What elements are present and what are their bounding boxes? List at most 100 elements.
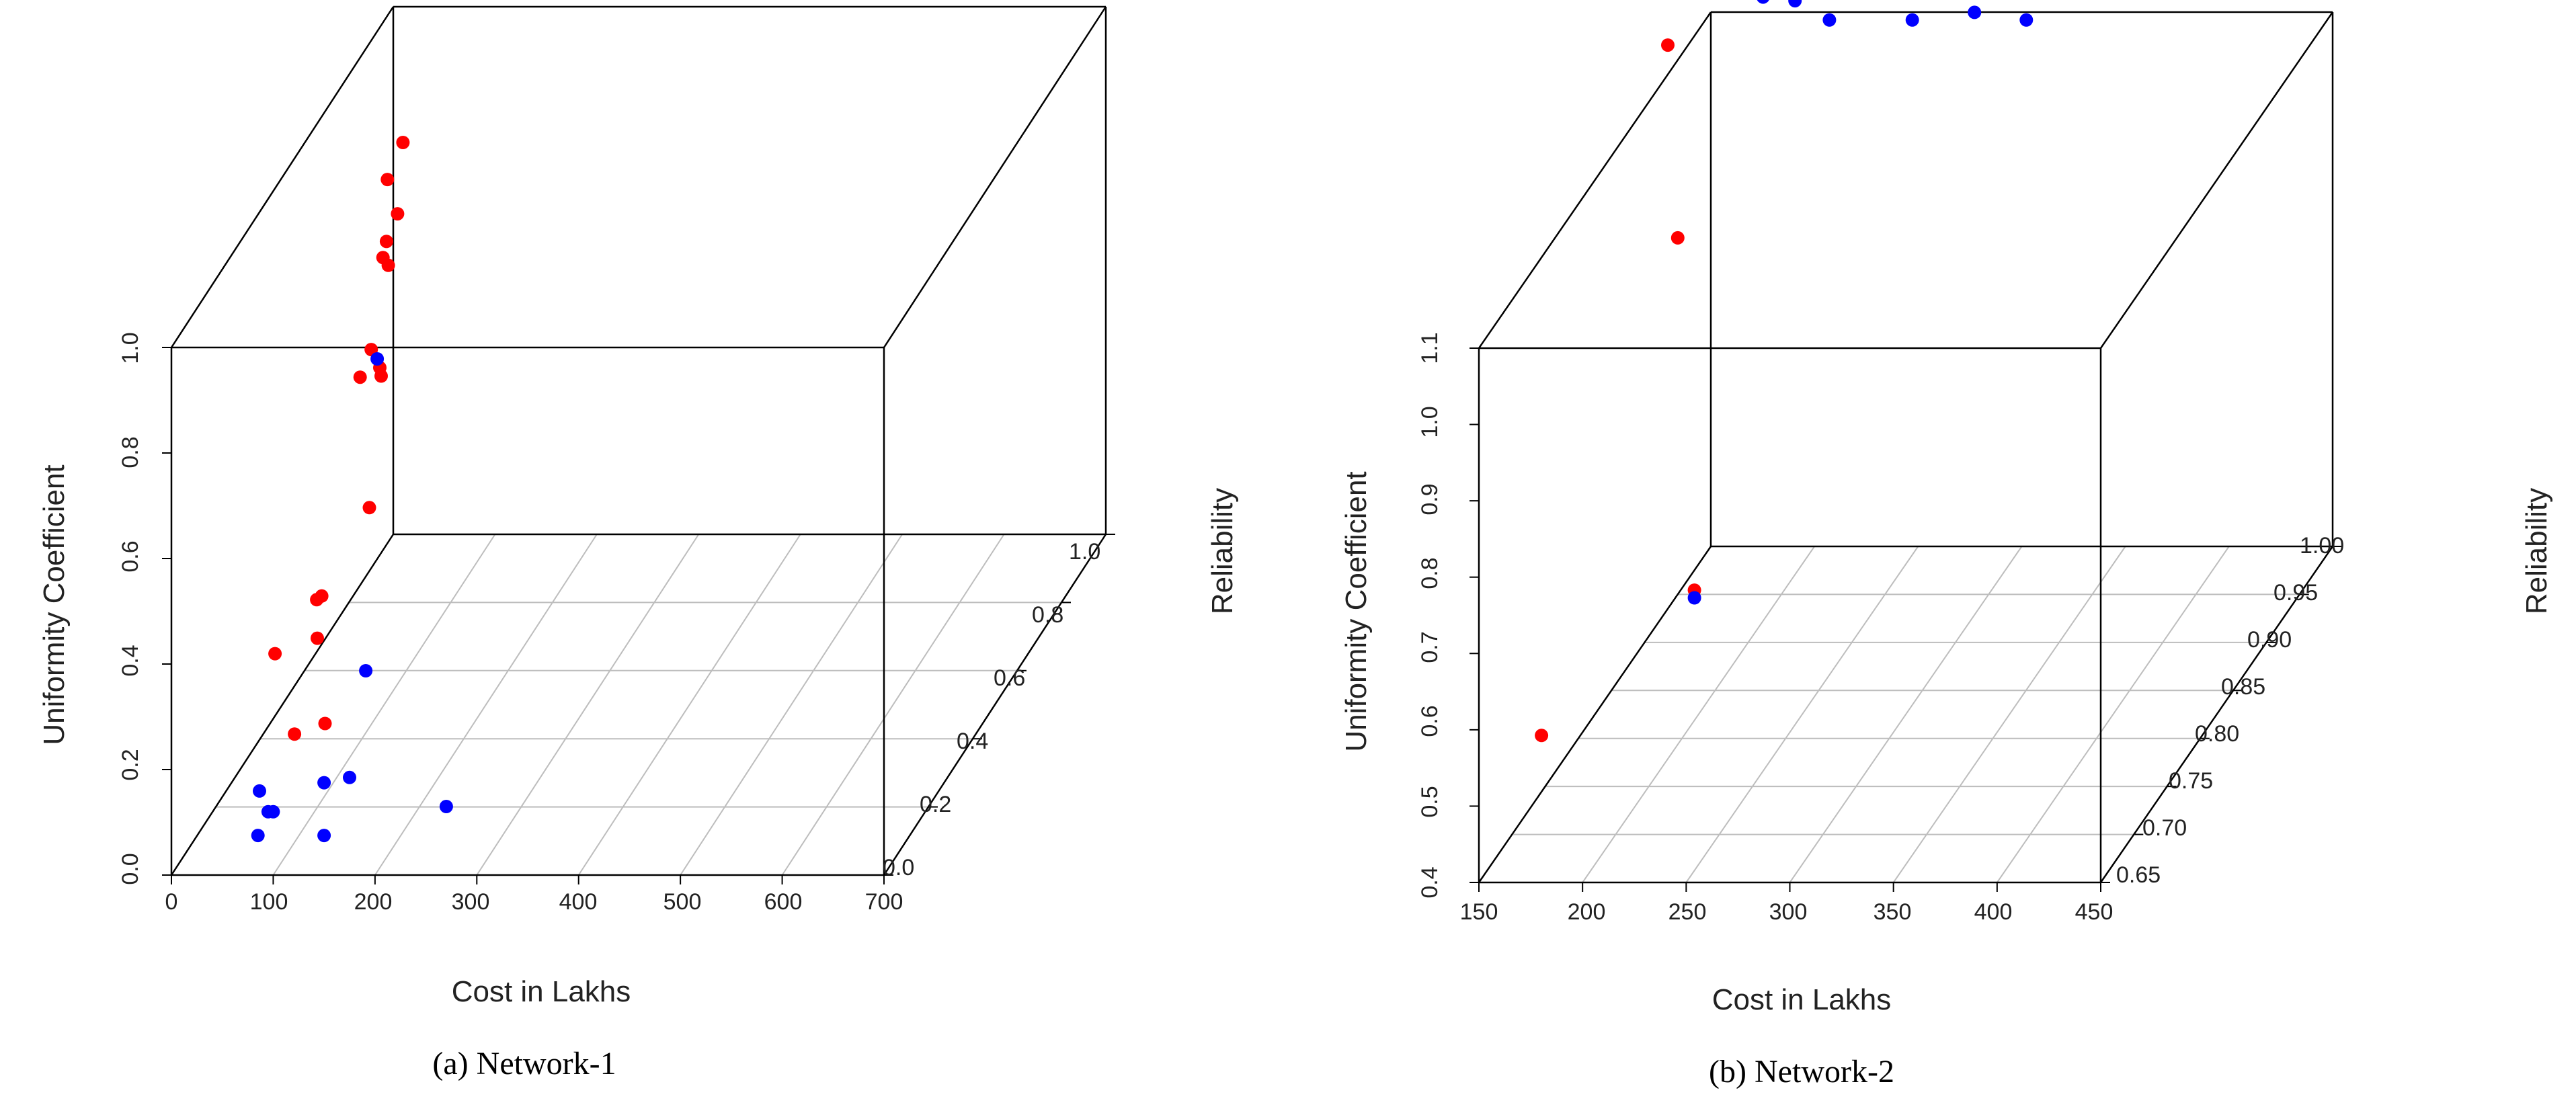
floor-grid-line xyxy=(1685,546,1919,883)
z-tick-labels: 0.4 0.5 0.6 0.7 0.8 0.9 1.0 1.1 xyxy=(1417,332,1443,898)
data-point-red xyxy=(311,631,324,645)
y-tick-label: 0.2 xyxy=(920,792,951,817)
data-point-red xyxy=(396,136,410,149)
x-tick-label: 100 xyxy=(250,889,288,915)
data-point-red xyxy=(391,207,405,221)
bounding-box xyxy=(1470,11,2342,892)
y-tick-labels: 0.65 0.70 0.75 0.80 0.85 0.90 0.95 1.00 xyxy=(2116,533,2344,888)
x-tick-label: 200 xyxy=(354,889,393,915)
x-tick-label: 400 xyxy=(1974,899,2013,925)
y-tick-label: 0.6 xyxy=(994,665,1025,691)
z-tick-label: 0.0 xyxy=(118,853,143,884)
network-2-panel: 150 200 250 300 350 400 450 0.65 0.70 0.… xyxy=(1340,0,2553,1089)
floor-grid-line xyxy=(680,534,903,876)
z-axis-label: Uniformity Coefficient xyxy=(38,464,71,745)
y-tick-label: 0.80 xyxy=(2195,721,2239,747)
data-point-blue xyxy=(317,829,331,843)
z-tick-label: 0.9 xyxy=(1417,483,1443,515)
y-tick-label: 0.65 xyxy=(2116,862,2161,888)
data-point-blue xyxy=(2019,13,2034,27)
data-points xyxy=(251,136,453,843)
y-tick-label: 0.85 xyxy=(2221,674,2265,700)
box-edge xyxy=(2099,11,2334,349)
y-tick-label: 0.4 xyxy=(957,729,988,754)
y-tick-label: 1.00 xyxy=(2300,533,2344,559)
box-edge xyxy=(2099,546,2334,883)
box-edge xyxy=(170,6,395,348)
z-tick-label: 0.4 xyxy=(118,645,143,676)
z-tick-label: 0.8 xyxy=(1417,557,1443,589)
y-tick-label: 1.0 xyxy=(1069,539,1100,565)
data-point-red xyxy=(268,647,282,661)
data-point-blue xyxy=(266,804,280,819)
z-tick-label: 0.4 xyxy=(1417,866,1443,898)
x-tick-label: 450 xyxy=(2075,899,2114,925)
y-tick-label: 0.8 xyxy=(1032,602,1063,628)
floor-grid-line xyxy=(1892,546,2126,883)
y-tick-label: 0.90 xyxy=(2247,627,2292,653)
floor-grid-line xyxy=(374,534,598,876)
data-point-blue xyxy=(317,776,331,790)
panel-caption: (b) Network-2 xyxy=(1709,1054,1894,1089)
y-axis-label: Reliability xyxy=(1206,488,1239,614)
data-point-red xyxy=(1661,38,1675,52)
data-point-blue xyxy=(370,352,385,366)
data-point-blue xyxy=(439,800,453,813)
x-tick-label: 0 xyxy=(165,889,178,915)
floor-grid-line xyxy=(781,534,1005,876)
box-edge xyxy=(1478,546,1712,883)
z-tick-label: 0.7 xyxy=(1417,631,1443,663)
data-point-red xyxy=(288,727,302,741)
data-point-red xyxy=(353,370,367,384)
floor-grid-line xyxy=(272,534,496,876)
x-tick-label: 250 xyxy=(1668,899,1707,925)
floor-grid-line xyxy=(1997,546,2230,883)
z-tick-label: 1.0 xyxy=(1417,406,1443,438)
x-axis-label: Cost in Lakhs xyxy=(1712,983,1892,1016)
data-point-blue xyxy=(251,829,265,843)
x-tick-label: 150 xyxy=(1460,899,1498,925)
z-tick-label: 0.6 xyxy=(118,540,143,572)
x-axis-label: Cost in Lakhs xyxy=(452,975,631,1008)
floor-grid xyxy=(216,534,1061,876)
z-tick-label: 0.6 xyxy=(1417,705,1443,737)
y-tick-label: 0.95 xyxy=(2273,580,2318,606)
z-tick-label: 0.8 xyxy=(118,436,143,468)
data-point-red xyxy=(315,589,329,603)
box-edge xyxy=(883,534,1107,876)
data-point-red xyxy=(374,369,388,383)
box-edge xyxy=(170,534,395,876)
data-point-blue xyxy=(343,770,356,784)
y-tick-label: 0.75 xyxy=(2169,768,2213,794)
x-tick-label: 600 xyxy=(764,889,803,915)
floor-grid-line xyxy=(1582,546,1815,883)
data-point-blue xyxy=(1822,13,1837,27)
y-tick-label: 0.0 xyxy=(883,855,914,880)
data-point-blue xyxy=(1687,591,1701,605)
x-tick-label: 300 xyxy=(452,889,490,915)
data-point-red xyxy=(376,251,390,265)
x-tick-label: 400 xyxy=(559,889,598,915)
data-points xyxy=(1535,0,2034,743)
data-point-red xyxy=(1535,729,1549,743)
x-tick-label: 500 xyxy=(663,889,702,915)
box-edge xyxy=(883,6,1107,348)
z-tick-label: 0.5 xyxy=(1417,786,1443,817)
x-tick-label: 300 xyxy=(1769,899,1808,925)
z-tick-label: 1.1 xyxy=(1417,332,1443,364)
z-tick-labels: 0.0 0.2 0.4 0.6 0.8 1.0 xyxy=(118,332,143,884)
z-axis-label: Uniformity Coefficient xyxy=(1340,471,1373,751)
x-tick-label: 200 xyxy=(1568,899,1606,925)
floor-grid-line xyxy=(577,534,801,876)
panel-caption: (a) Network-1 xyxy=(432,1046,616,1081)
x-tick-labels: 0 100 200 300 400 500 600 700 xyxy=(165,889,903,915)
data-point-red xyxy=(380,173,395,187)
floor-grid-line xyxy=(476,534,700,876)
data-point-red xyxy=(379,235,393,249)
x-tick-labels: 150 200 250 300 350 400 450 xyxy=(1460,899,2114,925)
bounding-box xyxy=(162,5,1115,884)
y-tick-label: 0.70 xyxy=(2142,815,2187,841)
data-point-blue xyxy=(1905,13,1919,27)
y-tick-labels: 0.0 0.2 0.4 0.6 0.8 1.0 xyxy=(883,539,1100,880)
